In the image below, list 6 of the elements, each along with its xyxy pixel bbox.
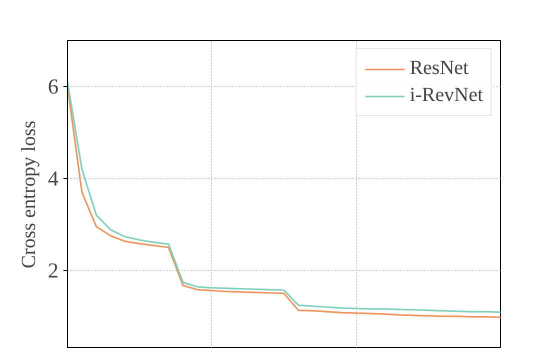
y-axis-title: Cross entropy loss (18, 120, 40, 268)
y-tick-label: 6 (48, 74, 59, 98)
legend-label: ResNet (410, 57, 469, 80)
y-tick-label: 2 (48, 258, 59, 282)
y-tick-label: 4 (48, 166, 59, 190)
legend-label: i-RevNet (410, 84, 483, 107)
